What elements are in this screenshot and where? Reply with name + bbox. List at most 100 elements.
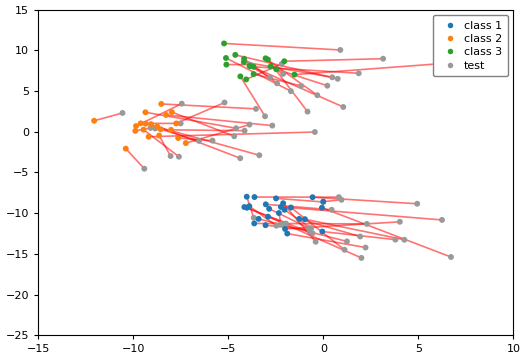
- Point: [174, 135, 183, 141]
- Point: [391, 237, 400, 243]
- Point: [305, 225, 313, 231]
- Point: [155, 133, 163, 139]
- Point: [236, 155, 245, 161]
- Point: [122, 146, 130, 152]
- Point: [255, 152, 264, 158]
- Point: [328, 75, 337, 80]
- Point: [355, 71, 363, 76]
- Point: [379, 56, 387, 62]
- Point: [252, 106, 260, 112]
- Point: [357, 255, 366, 261]
- Point: [396, 219, 404, 225]
- Point: [242, 194, 251, 199]
- Point: [295, 216, 304, 222]
- Point: [268, 123, 277, 129]
- Point: [178, 101, 186, 107]
- Point: [336, 47, 345, 53]
- Point: [280, 58, 288, 64]
- Point: [242, 77, 250, 82]
- Point: [318, 205, 326, 211]
- Point: [181, 140, 190, 146]
- Point: [245, 122, 254, 127]
- Point: [327, 207, 336, 213]
- Point: [279, 71, 287, 77]
- Point: [240, 59, 248, 65]
- Point: [278, 61, 286, 67]
- Point: [447, 60, 456, 66]
- Point: [250, 194, 259, 200]
- Point: [175, 154, 183, 159]
- Point: [131, 128, 139, 134]
- Point: [400, 237, 409, 243]
- Point: [147, 121, 155, 127]
- Point: [232, 125, 240, 131]
- Point: [272, 223, 280, 229]
- Point: [236, 73, 245, 79]
- Point: [245, 203, 254, 209]
- Point: [281, 226, 289, 232]
- Point: [301, 216, 309, 222]
- Point: [240, 128, 249, 134]
- Point: [132, 123, 140, 129]
- Point: [246, 62, 254, 67]
- Point: [255, 216, 263, 222]
- Point: [273, 80, 281, 86]
- Point: [337, 197, 346, 203]
- Point: [277, 204, 285, 210]
- Point: [141, 121, 150, 127]
- Point: [220, 41, 228, 46]
- Point: [118, 110, 127, 116]
- Point: [146, 125, 155, 131]
- Point: [264, 57, 272, 62]
- Point: [272, 66, 280, 72]
- Point: [311, 239, 320, 245]
- Point: [413, 201, 421, 207]
- Point: [261, 222, 270, 228]
- Point: [340, 247, 349, 253]
- Point: [261, 113, 269, 119]
- Point: [343, 239, 351, 244]
- Point: [333, 76, 342, 82]
- Point: [246, 63, 254, 69]
- Point: [140, 166, 148, 172]
- Point: [264, 214, 272, 220]
- Point: [141, 109, 149, 115]
- Point: [167, 127, 175, 133]
- Point: [145, 134, 153, 140]
- Point: [266, 75, 274, 80]
- Point: [230, 133, 238, 139]
- Point: [176, 121, 185, 126]
- Point: [168, 109, 176, 115]
- Point: [277, 221, 285, 227]
- Point: [265, 206, 274, 212]
- Point: [275, 210, 283, 216]
- Point: [311, 129, 319, 135]
- Point: [282, 221, 290, 226]
- Point: [290, 72, 299, 77]
- Point: [157, 126, 165, 132]
- Point: [438, 217, 446, 223]
- Point: [279, 201, 287, 206]
- Point: [90, 118, 98, 123]
- Point: [250, 221, 258, 226]
- Point: [162, 112, 170, 118]
- Point: [305, 227, 313, 233]
- Point: [240, 56, 248, 62]
- Point: [323, 83, 331, 89]
- Point: [243, 205, 251, 211]
- Point: [319, 199, 328, 204]
- Point: [240, 204, 249, 210]
- Point: [287, 88, 295, 94]
- Point: [318, 229, 327, 234]
- Point: [362, 221, 371, 227]
- Point: [136, 121, 145, 126]
- Point: [356, 234, 365, 239]
- Point: [172, 121, 180, 126]
- Point: [246, 63, 255, 69]
- Point: [222, 62, 230, 67]
- Point: [151, 126, 159, 131]
- Point: [166, 153, 175, 159]
- Point: [339, 104, 348, 110]
- Point: [304, 109, 312, 114]
- Point: [249, 64, 258, 70]
